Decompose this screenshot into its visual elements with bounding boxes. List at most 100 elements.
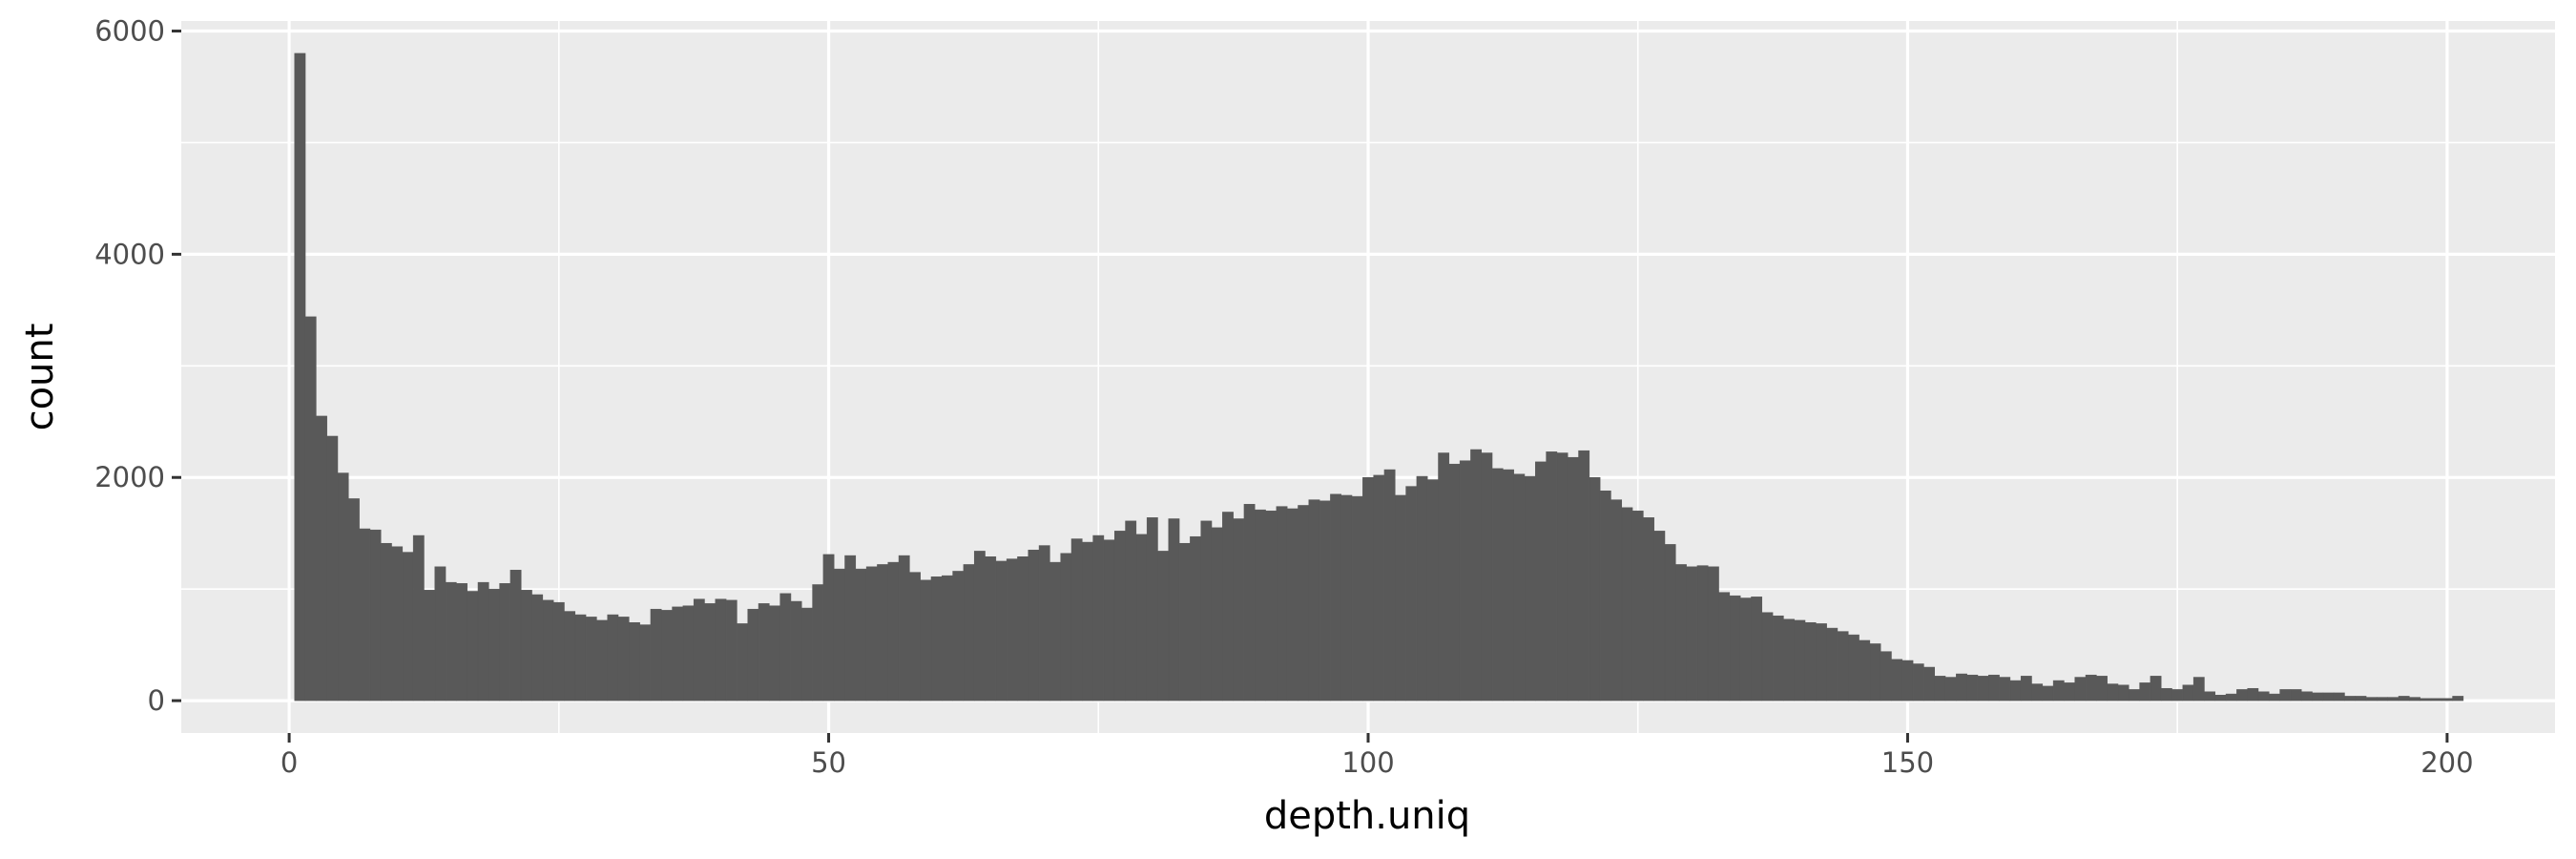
histogram-bar: [542, 599, 554, 702]
histogram-bar: [1934, 676, 1946, 702]
histogram-bar: [1578, 450, 1590, 702]
histogram-bar: [520, 590, 532, 702]
x-tick-label: 100: [1341, 746, 1394, 779]
histogram-bar: [402, 552, 414, 702]
histogram-bar: [1837, 631, 1849, 702]
histogram-bar: [790, 600, 802, 702]
histogram-bar: [1070, 538, 1083, 702]
histogram-bar: [2117, 684, 2129, 702]
histogram-bar: [531, 594, 544, 702]
histogram-bar: [1804, 621, 1817, 702]
histogram-bar: [2214, 694, 2227, 702]
histogram-bar: [1103, 539, 1115, 702]
histogram-bar: [456, 583, 467, 702]
histogram-bar: [1621, 507, 1633, 702]
histogram-bar: [1503, 469, 1514, 702]
histogram-bar: [1859, 639, 1871, 702]
histogram-bar: [1999, 677, 2011, 702]
histogram-bar: [1772, 615, 1784, 702]
histogram-bar: [434, 566, 447, 702]
histogram-bar: [509, 570, 522, 702]
histogram-bar: [294, 52, 306, 702]
histogram-bar: [1383, 469, 1396, 702]
histogram-bar: [1643, 517, 1654, 702]
histogram-bar: [412, 534, 425, 702]
histogram-bar: [920, 579, 932, 702]
histogram-bar: [1351, 495, 1363, 702]
histogram-bar: [1556, 452, 1568, 702]
histogram-bar: [650, 608, 662, 702]
histogram-bar: [812, 584, 824, 702]
histogram-bar: [1265, 511, 1278, 702]
histogram-bar: [995, 560, 1008, 702]
histogram-bar: [2387, 697, 2399, 702]
histogram-bar: [1977, 676, 1989, 702]
histogram-bar: [2355, 696, 2367, 702]
histogram-bar: [1481, 452, 1493, 702]
histogram-bar: [2225, 693, 2237, 702]
histogram-bar: [952, 571, 965, 702]
histogram-bar: [1901, 660, 1914, 702]
histogram-bar: [1567, 456, 1579, 702]
histogram-bar: [1535, 461, 1547, 702]
y-tick-label: 4000: [94, 238, 165, 270]
histogram-bar: [1438, 452, 1450, 702]
histogram-bar: [629, 621, 640, 702]
histogram-bar: [661, 610, 673, 702]
histogram-bar: [1944, 677, 1957, 702]
histogram-bar: [1599, 491, 1611, 702]
histogram-bar: [2452, 696, 2464, 702]
histogram-bar: [1513, 473, 1526, 702]
histogram-bar: [2074, 677, 2087, 702]
histogram-bar: [326, 435, 339, 702]
histogram-bar: [865, 566, 878, 702]
histogram-bar: [1233, 518, 1245, 702]
histogram-bar: [725, 599, 737, 702]
histogram-bar: [1362, 476, 1374, 702]
histogram-bar: [1751, 597, 1763, 702]
histogram-bar: [2269, 693, 2280, 702]
histogram-bar: [2064, 682, 2075, 702]
histogram-bar: [2171, 689, 2184, 702]
histogram-bar: [1848, 634, 1859, 702]
histogram-bar: [942, 575, 953, 702]
histogram-bar: [1330, 493, 1341, 702]
histogram-bar: [1707, 566, 1719, 702]
histogram-bar: [1157, 551, 1170, 702]
histogram-bar: [2107, 683, 2119, 702]
histogram-bar: [704, 603, 717, 702]
histogram-bar: [1319, 500, 1331, 702]
histogram-bar: [2236, 689, 2248, 702]
histogram-bar: [1168, 518, 1180, 702]
histogram-bar: [2192, 677, 2205, 702]
histogram-bar: [2085, 674, 2097, 702]
histogram-bar: [909, 572, 921, 702]
y-tick-label: 6000: [94, 15, 165, 48]
histogram-bar: [1826, 627, 1839, 702]
histogram-bar: [2290, 689, 2302, 702]
histogram-bar: [1718, 592, 1731, 702]
histogram-bar: [2398, 696, 2410, 702]
histogram-bar: [1686, 566, 1698, 702]
histogram-bar: [1794, 619, 1806, 702]
histogram-bar: [1491, 468, 1504, 702]
histogram-bar: [887, 561, 900, 702]
histogram-bar: [2139, 682, 2151, 702]
histogram-bar: [316, 415, 327, 702]
histogram-bar: [499, 583, 511, 702]
histogram-bar: [1286, 508, 1298, 702]
histogram-bar: [337, 472, 349, 702]
histogram-bar: [1082, 541, 1093, 702]
histogram-bar: [801, 607, 813, 702]
histogram-bar: [564, 611, 576, 702]
histogram-bar: [369, 529, 382, 702]
histogram-bar: [2204, 691, 2216, 702]
histogram-bar: [1038, 545, 1050, 702]
histogram-bar: [2333, 692, 2345, 702]
histogram-bar: [467, 591, 479, 702]
histogram-bar: [1255, 509, 1266, 702]
histogram-bar: [1664, 544, 1676, 702]
histogram-bar: [1373, 474, 1385, 702]
histogram-bar: [877, 564, 888, 702]
histogram-bar: [1891, 659, 1903, 702]
